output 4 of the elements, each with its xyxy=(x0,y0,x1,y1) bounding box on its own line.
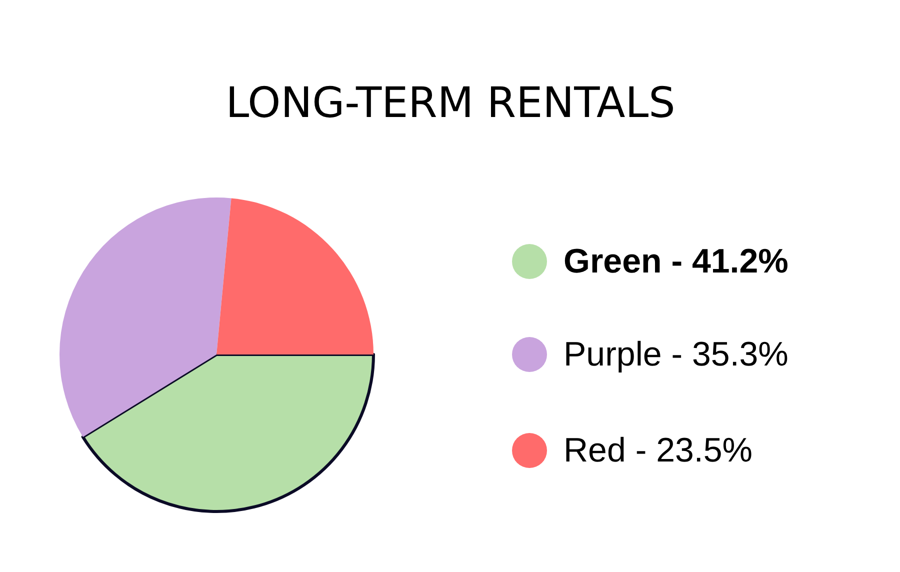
chart-title: LONG-TERM RENTALS xyxy=(226,78,676,127)
legend-label: Purple - 35.3% xyxy=(564,336,788,374)
legend-label: Red - 23.5% xyxy=(564,432,752,470)
legend-label: Green - 41.2% xyxy=(564,242,788,280)
